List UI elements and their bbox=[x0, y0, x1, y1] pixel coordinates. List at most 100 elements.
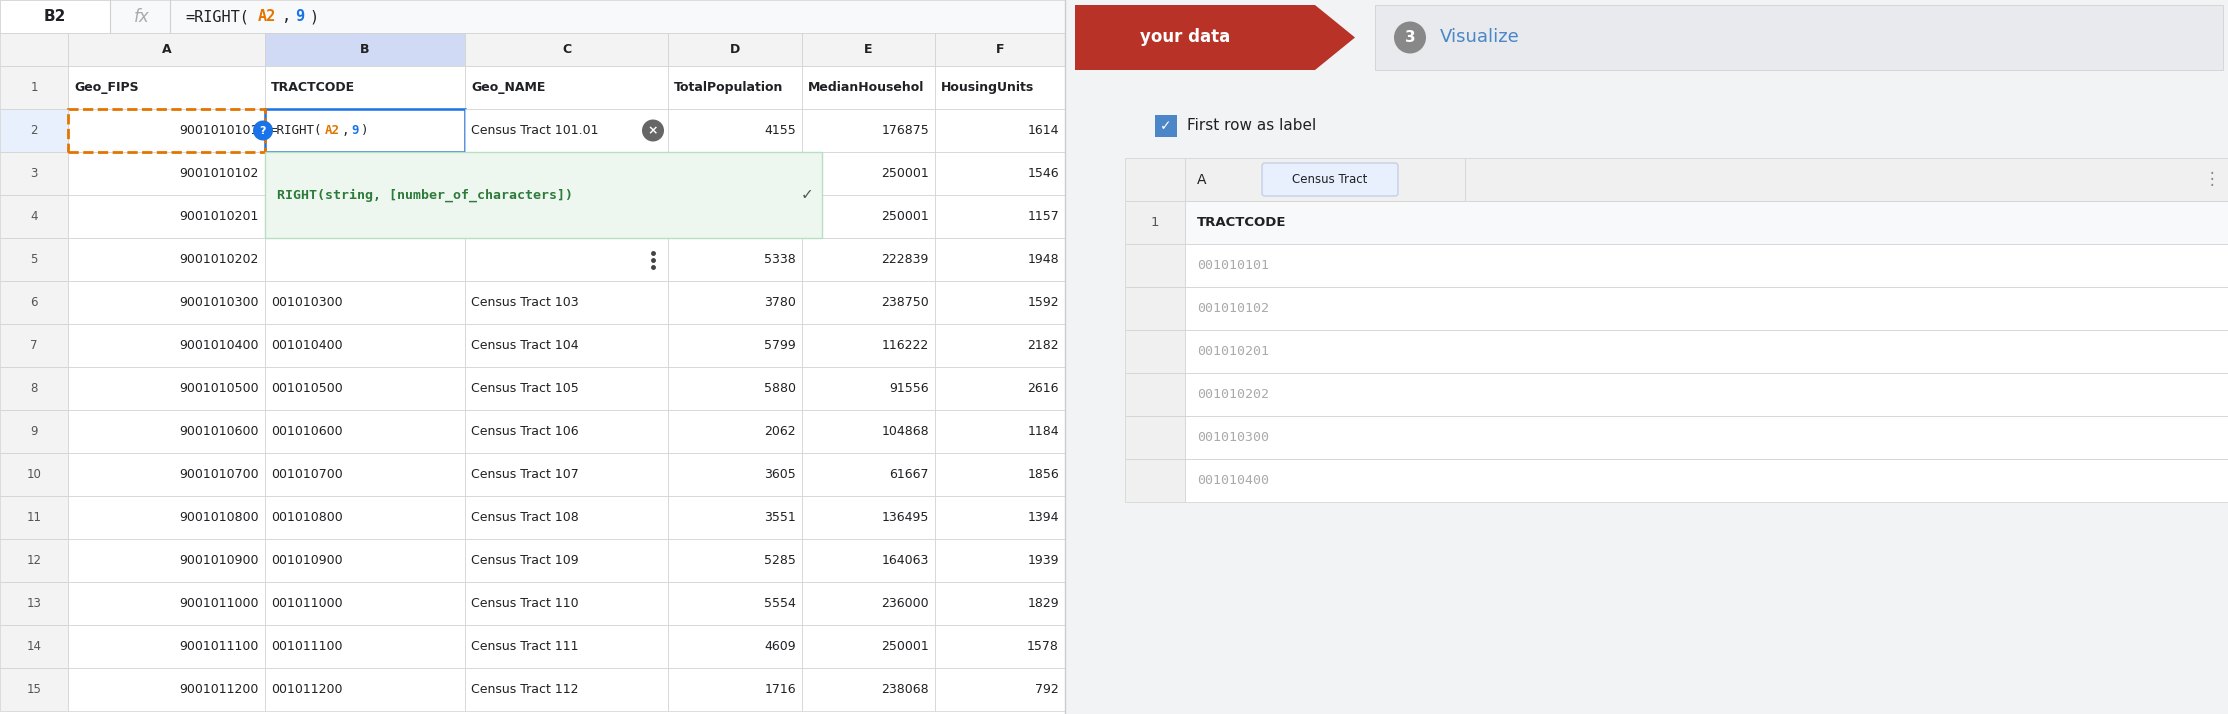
Text: C: C bbox=[561, 43, 570, 56]
Bar bbox=[466, 410, 668, 453]
Bar bbox=[668, 238, 802, 281]
Bar bbox=[265, 582, 466, 625]
Text: A: A bbox=[163, 43, 172, 56]
Text: 5554: 5554 bbox=[764, 597, 795, 610]
Text: 6: 6 bbox=[31, 296, 38, 309]
Text: Census Tract 110: Census Tract 110 bbox=[470, 597, 579, 610]
Text: TotalPopulation: TotalPopulation bbox=[675, 81, 784, 94]
Text: 116222: 116222 bbox=[882, 339, 929, 352]
Text: 7: 7 bbox=[31, 339, 38, 352]
Bar bbox=[0, 66, 69, 109]
Bar bbox=[936, 238, 1065, 281]
Bar bbox=[0, 453, 69, 496]
Bar bbox=[802, 324, 936, 367]
Text: 001010400: 001010400 bbox=[272, 339, 343, 352]
Text: 9001010300: 9001010300 bbox=[180, 296, 258, 309]
Text: ,: , bbox=[283, 9, 292, 24]
Bar bbox=[0, 0, 109, 33]
Bar bbox=[0, 152, 69, 195]
Text: 9: 9 bbox=[31, 425, 38, 438]
Bar bbox=[466, 668, 668, 711]
Bar bbox=[265, 238, 466, 281]
Bar bbox=[668, 453, 802, 496]
Bar bbox=[1185, 287, 2228, 330]
Text: MedianHousehol: MedianHousehol bbox=[809, 81, 925, 94]
Bar bbox=[0, 668, 69, 711]
Bar bbox=[668, 33, 802, 66]
Bar bbox=[668, 281, 802, 324]
Bar bbox=[466, 152, 668, 195]
FancyBboxPatch shape bbox=[1261, 163, 1397, 196]
Text: 3780: 3780 bbox=[764, 296, 795, 309]
Bar bbox=[265, 410, 466, 453]
Text: 3: 3 bbox=[31, 167, 38, 180]
Text: 001010300: 001010300 bbox=[1196, 431, 1270, 444]
Bar bbox=[0, 238, 69, 281]
Text: ⋮: ⋮ bbox=[2203, 171, 2219, 188]
Bar bbox=[936, 152, 1065, 195]
Text: 001010600: 001010600 bbox=[272, 425, 343, 438]
Text: 4155: 4155 bbox=[764, 124, 795, 137]
Text: 164063: 164063 bbox=[882, 554, 929, 567]
Bar bbox=[802, 582, 936, 625]
Bar bbox=[69, 33, 265, 66]
Text: 1939: 1939 bbox=[1027, 554, 1058, 567]
Text: 001010102: 001010102 bbox=[1196, 302, 1270, 315]
Text: F: F bbox=[996, 43, 1005, 56]
Bar bbox=[1185, 201, 2228, 244]
Text: Census Tract 103: Census Tract 103 bbox=[470, 296, 579, 309]
Text: First row as label: First row as label bbox=[1188, 119, 1317, 134]
Bar bbox=[936, 539, 1065, 582]
Text: 250001: 250001 bbox=[882, 167, 929, 180]
Bar bbox=[802, 152, 936, 195]
Bar bbox=[802, 195, 936, 238]
Text: 792: 792 bbox=[1036, 683, 1058, 696]
Bar bbox=[69, 109, 265, 152]
Bar bbox=[466, 33, 668, 66]
Text: 9001011200: 9001011200 bbox=[180, 683, 258, 696]
Bar bbox=[802, 668, 936, 711]
Bar bbox=[466, 582, 668, 625]
Text: 9001010700: 9001010700 bbox=[180, 468, 258, 481]
Text: Census Tract 107: Census Tract 107 bbox=[470, 468, 579, 481]
Bar bbox=[668, 496, 802, 539]
Bar bbox=[936, 410, 1065, 453]
Bar bbox=[69, 410, 265, 453]
Bar bbox=[0, 625, 69, 668]
Bar bbox=[265, 66, 466, 109]
Bar bbox=[1125, 459, 1185, 502]
Text: 9001010101: 9001010101 bbox=[180, 124, 258, 137]
Bar bbox=[265, 625, 466, 668]
Text: 1856: 1856 bbox=[1027, 468, 1058, 481]
Text: 8: 8 bbox=[31, 382, 38, 395]
Bar bbox=[936, 109, 1065, 152]
Bar bbox=[1185, 373, 2228, 416]
Text: 2182: 2182 bbox=[1027, 339, 1058, 352]
Bar bbox=[265, 109, 466, 152]
Text: 9: 9 bbox=[352, 124, 359, 137]
Text: Geo_NAME: Geo_NAME bbox=[470, 81, 546, 94]
Text: 1546: 1546 bbox=[1027, 167, 1058, 180]
Text: B2: B2 bbox=[45, 9, 67, 24]
Text: 1948: 1948 bbox=[1027, 253, 1058, 266]
Text: 15: 15 bbox=[27, 683, 42, 696]
Bar bbox=[936, 33, 1065, 66]
Text: 001011100: 001011100 bbox=[272, 640, 343, 653]
Bar bbox=[802, 33, 936, 66]
Bar bbox=[265, 668, 466, 711]
Text: 9001010500: 9001010500 bbox=[180, 382, 258, 395]
Text: 4609: 4609 bbox=[764, 640, 795, 653]
Text: 5338: 5338 bbox=[764, 253, 795, 266]
Text: 001010101: 001010101 bbox=[1196, 259, 1270, 272]
Text: ✓: ✓ bbox=[1161, 119, 1172, 133]
Bar bbox=[0, 410, 69, 453]
Text: Census Tract 111: Census Tract 111 bbox=[470, 640, 579, 653]
Bar bbox=[802, 367, 936, 410]
Bar bbox=[0, 539, 69, 582]
Text: =RIGHT(: =RIGHT( bbox=[270, 124, 323, 137]
Text: 3486: 3486 bbox=[764, 210, 795, 223]
Bar bbox=[1125, 244, 1185, 287]
Text: ?: ? bbox=[261, 126, 267, 136]
Text: ✓: ✓ bbox=[800, 188, 813, 203]
Bar bbox=[0, 324, 69, 367]
